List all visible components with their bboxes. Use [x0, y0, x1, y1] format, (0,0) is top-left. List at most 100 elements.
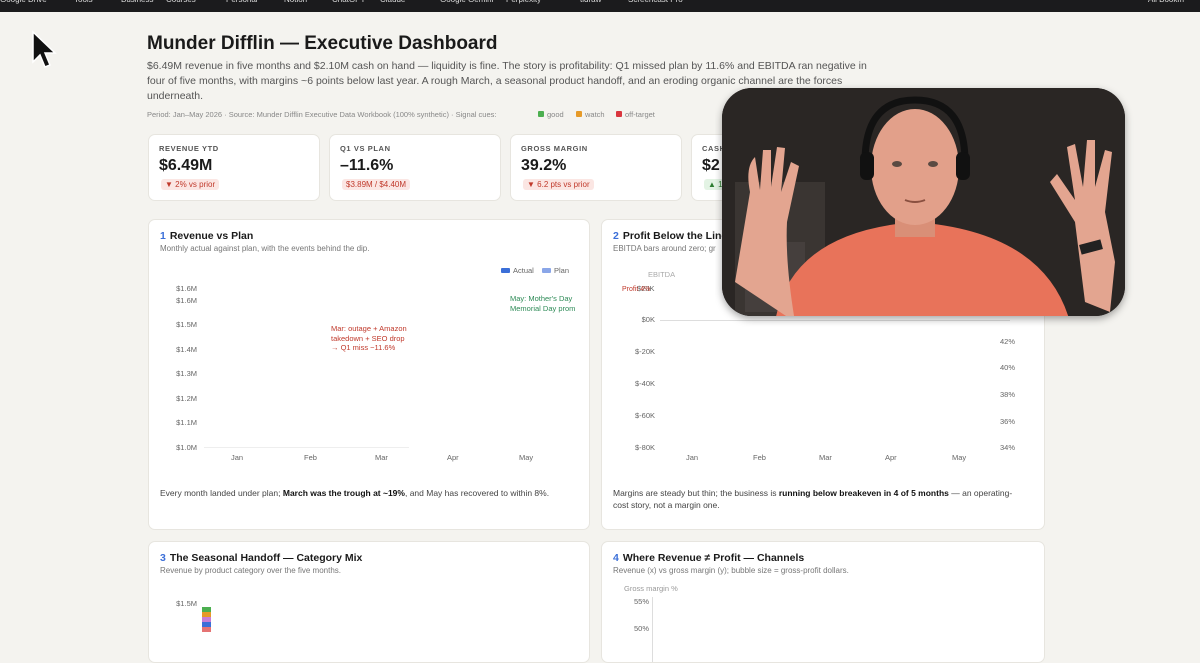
annotation: takedown + SEO drop — [331, 333, 405, 343]
legend-swatch — [542, 268, 551, 273]
kpi-card: Q1 VS PLAN –11.6% $3.89M / $4.40M — [329, 134, 501, 201]
panel-title: 4 Where Revenue ≠ Profit — Channels — [613, 552, 804, 564]
panel-title: 1 Revenue vs Plan — [160, 230, 253, 242]
panel-title-text: Revenue vs Plan — [169, 230, 254, 242]
kpi-label: GROSS MARGIN — [521, 144, 588, 153]
kpi-card: GROSS MARGIN 39.2% ▼ 6.2 pts vs prior — [510, 134, 682, 201]
bookmark: Personal — [226, 0, 258, 4]
panel: 1 Revenue vs Plan Monthly actual against p… — [148, 219, 590, 530]
y-tick-label: $1.1M — [176, 418, 197, 427]
kpi-delta: ▼ 2% vs prior — [161, 179, 220, 190]
y2-tick-label: 42% — [999, 337, 1015, 346]
y-tick-label: $0K — [641, 315, 655, 324]
zero-line — [660, 320, 1010, 321]
y2-tick-label: 40% — [999, 363, 1015, 372]
panel-footer: Margins are steady but thin; the busines… — [613, 488, 1012, 498]
annotation: Memorial Day prom — [510, 303, 576, 313]
stacked-bar-segment — [202, 612, 211, 617]
y-tick-label: $1.2M — [176, 394, 197, 403]
y2-tick-label: 38% — [999, 390, 1015, 399]
panel-footer: cost story, not a margin one. — [613, 500, 720, 510]
legend-label: Plan — [554, 266, 570, 275]
kpi-delta: ▼ 6.2 pts vs prior — [523, 179, 594, 190]
annotation: → Q1 miss −11.6% — [331, 343, 396, 352]
bookmark: Google Drive — [0, 0, 47, 4]
bookmark: Screencast Pro — [628, 0, 683, 4]
cue-swatch — [538, 111, 544, 117]
cue-label: off-target — [625, 110, 655, 119]
bookmark: Google Gemini — [440, 0, 493, 4]
subtitle-line: $6.49M revenue in five months and $2.10M… — [147, 60, 867, 72]
kpi-label: REVENUE YTD — [159, 144, 219, 153]
bookmark: Notion — [284, 0, 307, 4]
y-tick-label: $1.3M — [176, 369, 197, 378]
legend-swatch — [501, 268, 510, 273]
mouse-cursor — [32, 30, 57, 68]
kpi-label: Q1 VS PLAN — [340, 144, 391, 153]
cue-swatch — [576, 111, 582, 117]
bookmark: Perplexity — [506, 0, 541, 4]
annotation: May: Mother's Day — [510, 294, 573, 303]
y-tick-label: $-80K — [634, 443, 655, 452]
panel-subtitle: Revenue by product category over the fiv… — [160, 566, 341, 575]
x-tick-label: Mar — [819, 453, 832, 462]
title: Munder Difflin — Executive Dashboard — [147, 33, 498, 54]
y-tick-label: $1.4M — [176, 345, 197, 354]
series-label: EBITDA — [648, 270, 676, 279]
stacked-bar-segment — [202, 622, 211, 627]
bookmark: All Bookm — [1148, 0, 1184, 4]
y-tick-label: $-40K — [634, 379, 655, 388]
cue-label: watch — [585, 110, 605, 119]
axis-title: Gross margin % — [624, 584, 678, 593]
bookmark-bar: Google Drive Tools Business Courses Personal… — [0, 0, 1200, 12]
y-tick-label: $1.5M — [176, 320, 197, 329]
y-tick-label: $1.0M — [176, 443, 197, 452]
kpi-value: 39.2% — [521, 157, 567, 174]
baseline — [204, 447, 409, 448]
y-tick-label: $-60K — [634, 411, 655, 420]
kpi-value: $6.49M — [159, 157, 213, 174]
bookmark: Business — [121, 0, 153, 4]
panel-subtitle: Revenue (x) vs gross margin (y); bubble … — [613, 566, 849, 575]
y-tick-label: $1.5M — [176, 599, 197, 608]
stacked-bar-segment — [202, 617, 211, 622]
panel-subtitle: Monthly actual against plan, with the ev… — [160, 244, 370, 253]
panel-title-text: Where Revenue ≠ Profit — Channels — [622, 552, 805, 564]
kpi-value: –11.6% — [340, 157, 394, 174]
panel: 4 Where Revenue ≠ Profit — Channels Revenu… — [601, 541, 1045, 663]
kpi-value: $2 — [702, 157, 720, 174]
panel-title: 2 Profit Below the Line — [613, 230, 727, 242]
footer-text: March was the trough at ~19% — [282, 488, 405, 498]
x-tick-label: Apr — [447, 453, 459, 462]
webcam-overlay — [722, 88, 1125, 316]
panel-number: 2 — [613, 230, 619, 242]
panel-title: 3 The Seasonal Handoff — Category Mix — [160, 552, 362, 564]
footer-text: Margins are steady but thin; the busines… — [613, 488, 779, 498]
bookmark: ChatGPT — [332, 0, 365, 4]
x-tick-label: Jan — [686, 453, 699, 462]
legend-label: Actual — [513, 266, 534, 275]
subtitle-line: underneath. — [147, 90, 204, 102]
x-tick-label: Jan — [231, 453, 244, 462]
bookmark: Tools — [74, 0, 93, 4]
cue-label: good — [547, 110, 564, 119]
panel: 3 The Seasonal Handoff — Category Mix Reve… — [148, 541, 590, 663]
footer-text: running below breakeven in 4 of 5 months — [778, 488, 949, 498]
kpi-delta: $3.89M / $4.40M — [342, 179, 411, 190]
footer-text: Every month landed under plan; — [160, 488, 283, 498]
bookmark: Courses — [166, 0, 196, 4]
y-tick-label: $1.6M — [176, 296, 197, 305]
x-tick-label: Feb — [753, 453, 766, 462]
footer-text: — an operating- — [948, 488, 1013, 498]
annotation: Profit 4% — [622, 286, 651, 293]
meta: Period: Jan–May 2026 · Source: Munder Di… — [147, 110, 497, 119]
x-tick-label: May — [952, 453, 967, 462]
y-tick-label: $-20K — [634, 347, 655, 356]
kpi-card: REVENUE YTD $6.49M ▼ 2% vs prior — [148, 134, 320, 201]
panel-number: 1 — [160, 230, 166, 242]
x-tick-label: Apr — [885, 453, 897, 462]
panel-title-text: Profit Below the Line — [622, 230, 728, 242]
panel-number: 3 — [160, 552, 166, 564]
y-tick-label: $20K — [637, 284, 655, 293]
cue-swatch — [616, 111, 622, 117]
